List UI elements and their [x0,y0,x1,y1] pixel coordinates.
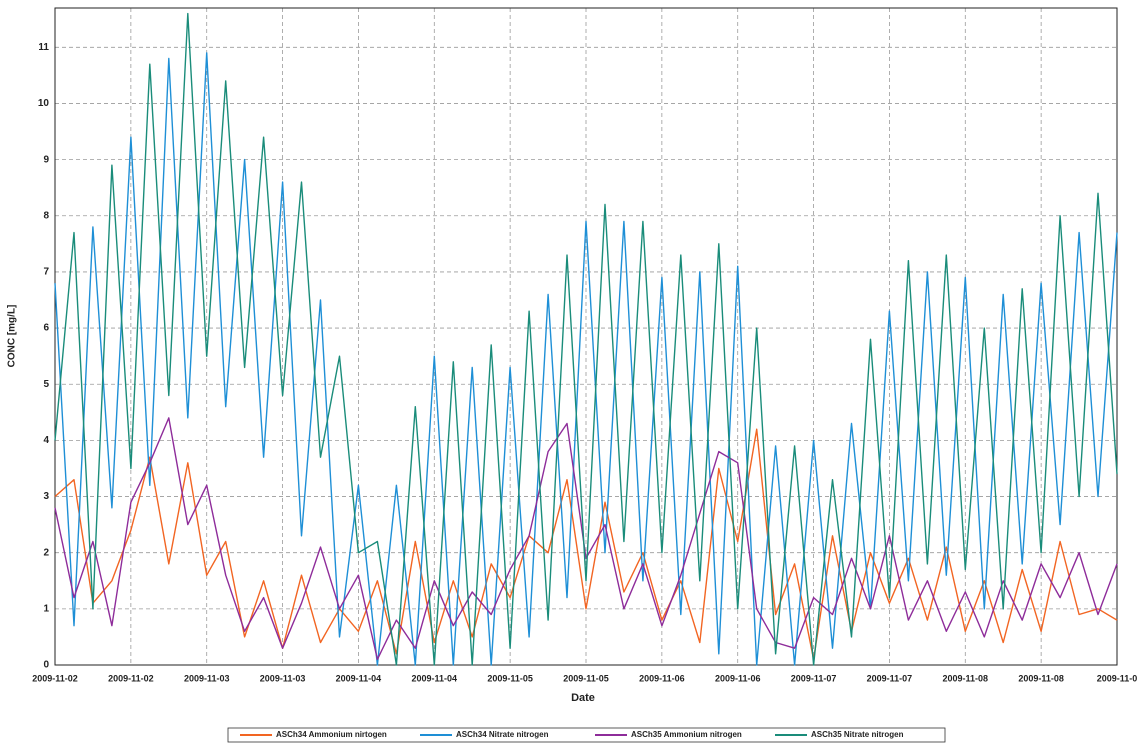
legend-box [227,727,946,743]
x-tick-label: 2009-11-07 [867,673,913,683]
legend-label: ASCh34 Ammonium nirtogen [276,730,387,739]
y-tick-label: 9 [43,154,49,165]
series-line [54,428,1118,661]
y-tick-label: 8 [43,210,49,221]
y-tick-label: 0 [43,660,49,671]
x-tick-label: 2009-11-08 [943,673,989,683]
legend-label: ASCh34 Nitrate nitrogen [456,730,549,739]
x-tick-label: 2009-11-02 [108,673,154,683]
legend-label: ASCh35 Nitrate nitrogen [811,730,904,739]
y-tick-label: 5 [43,379,49,390]
x-tick-label: 2009-11-06 [715,673,761,683]
x-tick-label: 2009-11-07 [791,673,837,683]
y-tick-label: 3 [43,491,49,502]
x-tick-label: 2009-11-02 [32,673,78,683]
y-tick-label: 7 [43,267,49,278]
y-tick-label: 6 [43,323,49,334]
series-line [54,417,1118,661]
y-tick-label: 1 [43,603,49,614]
legend-label: ASCh35 Ammonium nitrogen [631,730,742,739]
x-tick-label: 2009-11-03 [184,673,230,683]
x-tick-label: 2009-11-03 [260,673,306,683]
y-axis-label: CONC [mg/L] [7,305,18,368]
series-line [54,52,1118,666]
plot-frame [54,7,1118,666]
x-axis-label: Date [571,692,595,704]
x-tick-label: 2009-11-04 [336,673,382,683]
y-tick-label: 10 [38,98,50,109]
x-tick-label: 2009-11-05 [487,673,533,683]
series-line [54,12,1118,666]
x-tick-label: 2009-11-0 [1097,673,1138,683]
y-tick-label: 2 [43,547,49,558]
x-tick-label: 2009-11-06 [639,673,685,683]
x-tick-label: 2009-11-04 [412,673,458,683]
x-tick-label: 2009-11-05 [563,673,609,683]
x-tick-label: 2009-11-08 [1018,673,1064,683]
y-tick-label: 4 [43,435,49,446]
y-tick-label: 11 [38,42,49,53]
